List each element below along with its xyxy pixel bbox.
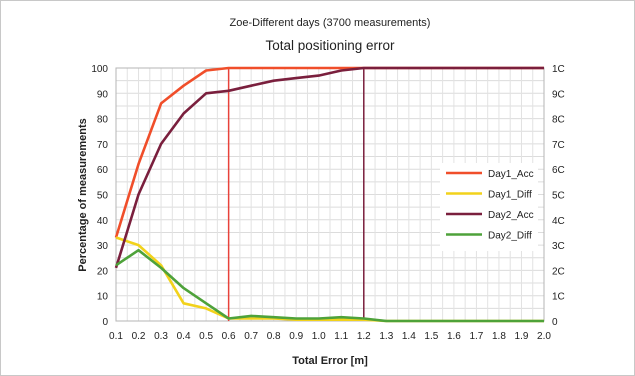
y2-tick-label: 7C — [552, 140, 565, 151]
y-tick-label: 100 — [91, 64, 108, 75]
y-tick-label: 60 — [97, 165, 109, 176]
y-tick-label: 80 — [97, 115, 109, 126]
y-tick-label: 20 — [97, 266, 109, 277]
legend: Day1_Acc Day1_Diff Day2_Acc Day2_Diff — [440, 163, 538, 251]
y-tick-label: 40 — [97, 216, 109, 227]
series-group — [114, 66, 544, 323]
series-line-day2-acc — [114, 66, 544, 269]
y2-tick-label: 3C — [552, 241, 565, 252]
y2-tick-label: 1C — [552, 64, 565, 75]
chart-subtitle: Total positioning error — [265, 38, 395, 53]
x-tick-label: 2.0 — [537, 331, 551, 342]
legend-background — [440, 163, 538, 251]
y2-tick-label: 2C — [552, 266, 565, 277]
tick-labels: 0 0 10 1C 20 2C 30 3C 40 4C 50 5C 60 6C 70 7C 80 8C 90 9C 10… — [91, 64, 564, 342]
y2-tick-label: 1C — [552, 292, 565, 303]
x-tick-label: 0.7 — [244, 331, 258, 342]
x-tick-label: 0.9 — [289, 331, 303, 342]
x-tick-label: 0.8 — [267, 331, 281, 342]
y-tick-label: 30 — [97, 241, 109, 252]
y2-tick-label: 9C — [552, 89, 565, 100]
x-tick-label: 0.6 — [222, 331, 236, 342]
x-tick-label: 1.4 — [402, 331, 416, 342]
x-tick-label: 1.9 — [515, 331, 529, 342]
x-tick-label: 1.2 — [357, 331, 371, 342]
x-tick-label: 1.5 — [424, 331, 438, 342]
series-line-day2-diff — [115, 248, 544, 323]
y2-tick-label: 5C — [552, 191, 565, 202]
x-tick-label: 0.1 — [109, 331, 123, 342]
x-tick-label: 0.5 — [199, 331, 213, 342]
y-tick-label: 50 — [97, 191, 109, 202]
y-tick-label: 0 — [102, 317, 108, 328]
y-tick-label: 10 — [97, 292, 109, 303]
legend-label: Day1_Diff — [488, 190, 532, 201]
y2-tick-label: 6C — [552, 165, 565, 176]
x-tick-label: 0.2 — [132, 331, 146, 342]
y2-tick-label: 4C — [552, 216, 565, 227]
x-tick-label: 1.8 — [492, 331, 506, 342]
y2-tick-label: 0 — [552, 317, 558, 328]
reference-lines — [227, 68, 365, 321]
chart-title: Zoe-Different days (3700 measurements) — [230, 17, 431, 29]
legend-label: Day2_Diff — [488, 231, 532, 242]
x-tick-label: 1.7 — [469, 331, 483, 342]
y-tick-label: 70 — [97, 140, 109, 151]
legend-label: Day1_Acc — [488, 169, 534, 180]
x-tick-label: 1.6 — [447, 331, 461, 342]
legend-label: Day2_Acc — [488, 210, 534, 221]
y2-tick-label: 8C — [552, 115, 565, 126]
x-tick-label: 0.4 — [177, 331, 191, 342]
x-tick-label: 1.3 — [379, 331, 393, 342]
x-tick-label: 0.3 — [154, 331, 168, 342]
x-tick-label: 1.1 — [334, 331, 348, 342]
y-axis-label: Percentage of measurements — [77, 118, 89, 271]
x-axis-label: Total Error [m] — [292, 355, 368, 367]
x-tick-label: 1.0 — [312, 331, 326, 342]
y-tick-label: 90 — [97, 89, 109, 100]
